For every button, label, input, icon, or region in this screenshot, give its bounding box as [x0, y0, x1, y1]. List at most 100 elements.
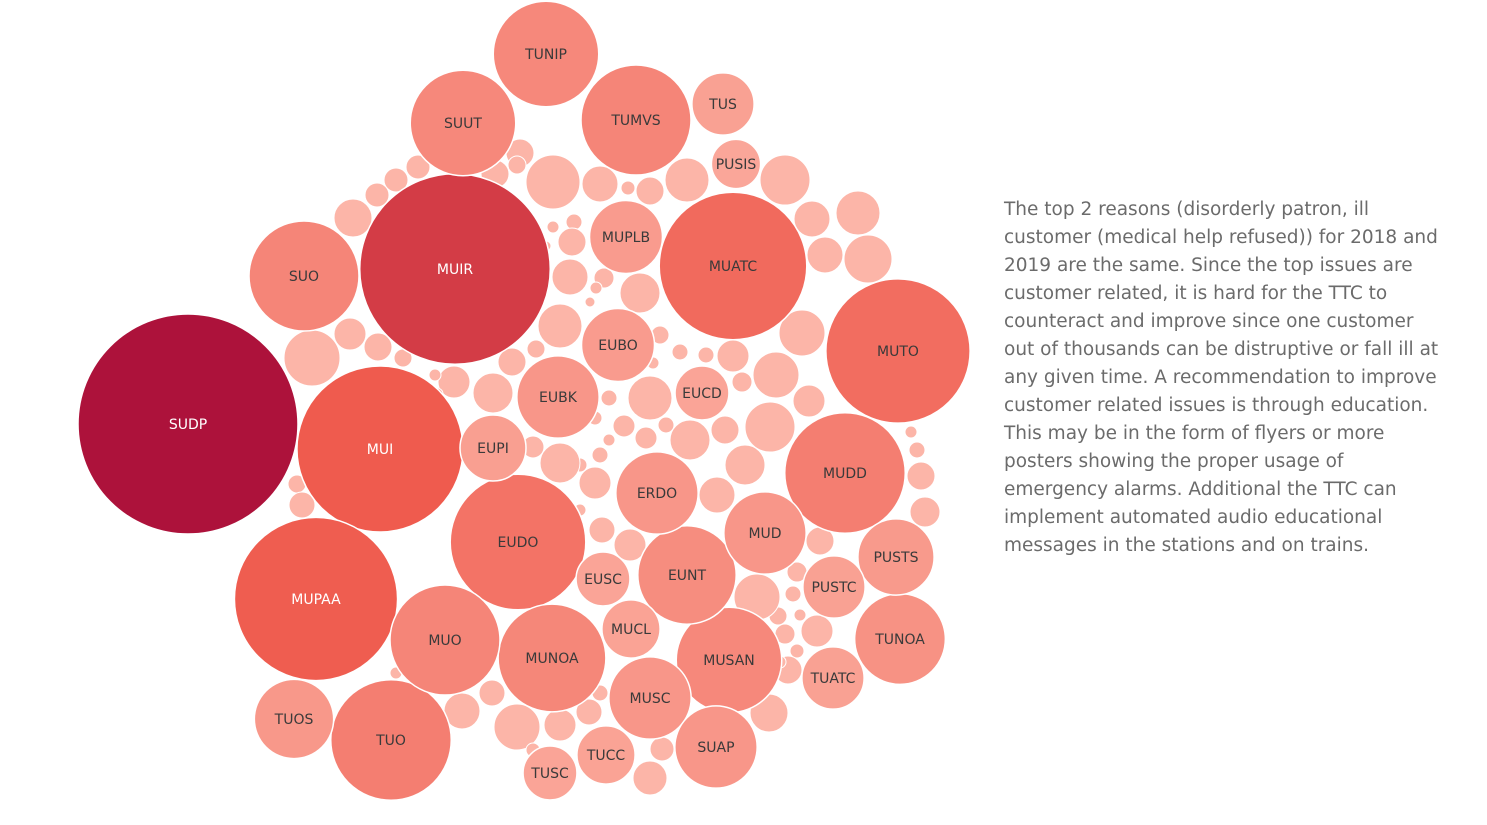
filler-bubble — [697, 346, 715, 364]
bubble-muatc-circle[interactable] — [658, 191, 808, 341]
bubble-tumvs-circle[interactable] — [580, 64, 692, 176]
bubble-muo[interactable]: MUO — [389, 584, 501, 696]
bubble-eubk[interactable]: EUBK — [516, 355, 600, 439]
bubble-tucc[interactable]: TUCC — [576, 725, 636, 785]
bubble-suut[interactable]: SUUT — [409, 69, 517, 177]
bubble-pustc[interactable]: PUSTC — [802, 555, 866, 619]
bubble-pusis[interactable]: PUSIS — [710, 138, 762, 190]
bubble-erdo[interactable]: ERDO — [615, 451, 699, 535]
filler-bubble — [584, 296, 596, 308]
bubble-sudp-circle[interactable] — [77, 313, 299, 535]
filler-bubble — [405, 154, 431, 180]
bubble-pustc-circle[interactable] — [802, 555, 866, 619]
bubble-muatc[interactable]: MUATC — [658, 191, 808, 341]
bubble-pusts[interactable]: PUSTS — [857, 518, 935, 596]
bubble-tus-circle[interactable] — [691, 72, 755, 136]
bubble-muplb[interactable]: MUPLB — [588, 199, 664, 275]
bubble-eubo-label: EUBO — [598, 338, 637, 354]
filler-bubble — [383, 167, 409, 193]
bubble-mupaa-circle[interactable] — [233, 516, 399, 682]
bubble-eusc[interactable]: EUSC — [575, 551, 631, 607]
bubble-mud-circle[interactable] — [723, 491, 807, 575]
filler-bubble — [792, 384, 826, 418]
bubble-eudo[interactable]: EUDO — [449, 473, 587, 611]
filler-bubble — [906, 461, 936, 491]
bubble-tus[interactable]: TUS — [691, 72, 755, 136]
filler-bubble — [612, 414, 636, 438]
bubble-muto-circle[interactable] — [825, 278, 971, 424]
bubble-tuos-circle[interactable] — [253, 678, 335, 760]
bubble-mui[interactable]: MUI — [296, 365, 464, 533]
filler-bubble — [478, 679, 506, 707]
bubble-muir[interactable]: MUIR — [358, 172, 552, 366]
bubble-muo-circle[interactable] — [389, 584, 501, 696]
bubble-tusc-circle[interactable] — [522, 745, 578, 801]
bubble-mupaa-label: MUPAA — [291, 592, 341, 608]
bubble-suo-circle[interactable] — [248, 220, 360, 332]
bubble-suo[interactable]: SUO — [248, 220, 360, 332]
filler-bubble — [909, 496, 941, 528]
bubble-muplb-circle[interactable] — [588, 199, 664, 275]
bubble-tusc[interactable]: TUSC — [522, 745, 578, 801]
bubble-pustc-label: PUSTC — [811, 580, 856, 596]
filler-bubble — [526, 339, 546, 359]
bubble-eucd-circle[interactable] — [674, 365, 730, 421]
bubble-mucl[interactable]: MUCL — [601, 599, 661, 659]
bubble-sudp[interactable]: SUDP — [77, 313, 299, 535]
labeled-bubbles: SUDP MUIR MUI MUPAA MUTO MUATC EUDO MUDD MUNOA MU… — [77, 0, 971, 801]
bubble-tunip[interactable]: TUNIP — [492, 0, 600, 108]
bubble-eubk-circle[interactable] — [516, 355, 600, 439]
bubble-mud[interactable]: MUD — [723, 491, 807, 575]
bubble-munoa[interactable]: MUNOA — [497, 603, 607, 713]
bubble-suap[interactable]: SUAP — [674, 705, 758, 789]
filler-bubble — [778, 309, 826, 357]
bubble-mud-label: MUD — [748, 526, 781, 542]
bubble-eupi-circle[interactable] — [459, 414, 527, 482]
bubble-tunoa[interactable]: TUNOA — [853, 592, 947, 686]
bubble-eupi[interactable]: EUPI — [459, 414, 527, 482]
bubble-suap-circle[interactable] — [674, 705, 758, 789]
bubble-mupaa[interactable]: MUPAA — [233, 516, 399, 682]
bubble-pusts-circle[interactable] — [857, 518, 935, 596]
bubble-musc[interactable]: MUSC — [608, 656, 692, 740]
bubble-muto[interactable]: MUTO — [825, 278, 971, 424]
bubble-tunip-circle[interactable] — [492, 0, 600, 108]
bubble-eudo-circle[interactable] — [449, 473, 587, 611]
bubble-pusis-circle[interactable] — [710, 138, 762, 190]
bubble-tus-label: TUS — [708, 97, 737, 113]
bubble-tuo-circle[interactable] — [330, 679, 452, 801]
bubble-mudd[interactable]: MUDD — [784, 412, 906, 534]
filler-bubble — [620, 180, 636, 196]
bubble-muir-label: MUIR — [437, 262, 473, 278]
filler-bubble — [588, 516, 616, 544]
filler-bubble — [908, 441, 926, 459]
bubble-tuos-label: TUOS — [274, 712, 314, 728]
bubble-tuos[interactable]: TUOS — [253, 678, 335, 760]
filler-bubble — [619, 272, 661, 314]
bubble-munoa-circle[interactable] — [497, 603, 607, 713]
bubble-eubo[interactable]: EUBO — [580, 307, 656, 383]
bubble-eunt-circle[interactable] — [637, 525, 737, 625]
bubble-tusc-label: TUSC — [530, 766, 569, 782]
bubble-tumvs[interactable]: TUMVS — [580, 64, 692, 176]
bubble-musc-circle[interactable] — [608, 656, 692, 740]
bubble-eunt[interactable]: EUNT — [637, 525, 737, 625]
bubble-eusc-circle[interactable] — [575, 551, 631, 607]
filler-bubble — [525, 154, 581, 210]
bubble-mudd-circle[interactable] — [784, 412, 906, 534]
bubble-erdo-circle[interactable] — [615, 451, 699, 535]
bubble-suut-circle[interactable] — [409, 69, 517, 177]
bubble-tucc-circle[interactable] — [576, 725, 636, 785]
bubble-tuo[interactable]: TUO — [330, 679, 452, 801]
bubble-eucd[interactable]: EUCD — [674, 365, 730, 421]
bubble-eubo-circle[interactable] — [580, 307, 656, 383]
filler-bubble — [784, 585, 802, 603]
bubble-pusis-label: PUSIS — [716, 157, 757, 173]
filler-bubble — [793, 608, 807, 622]
bubble-tuatc[interactable]: TUATC — [801, 646, 865, 710]
bubble-mucl-circle[interactable] — [601, 599, 661, 659]
bubble-tuatc-circle[interactable] — [801, 646, 865, 710]
bubble-chart: SUDP MUIR MUI MUPAA MUTO MUATC EUDO MUDD MUNOA MU… — [77, 0, 971, 801]
filler-bubble — [537, 303, 583, 349]
commentary-text: The top 2 reasons (disorderly patron, il… — [1004, 199, 1439, 556]
